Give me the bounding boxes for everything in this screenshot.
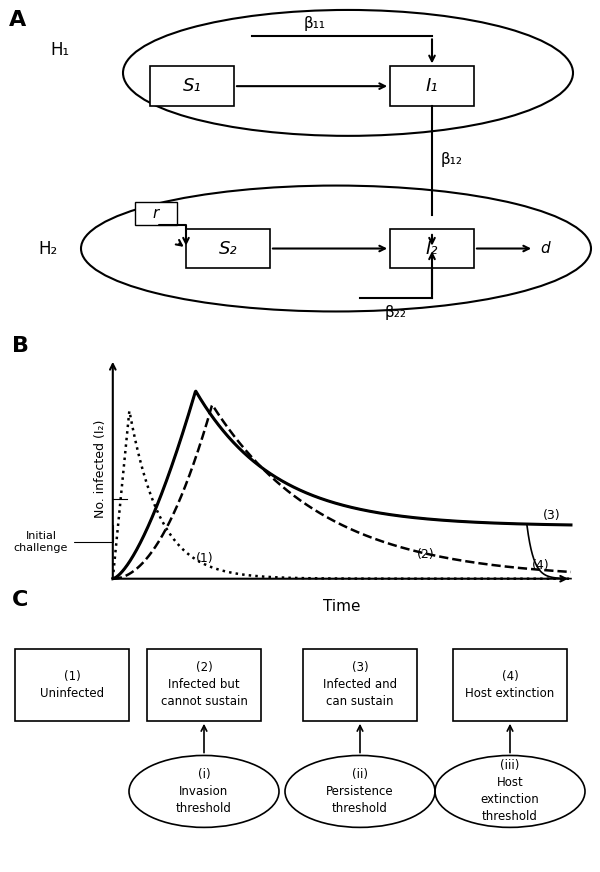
Text: (3)
Infected and
can sustain: (3) Infected and can sustain [323,662,397,708]
Text: (3): (3) [544,509,561,522]
Text: C: C [12,590,28,610]
Text: H₂: H₂ [38,240,58,257]
Text: S₁: S₁ [182,77,202,95]
Text: I₂: I₂ [426,240,438,257]
Text: (4)
Host extinction: (4) Host extinction [466,670,554,700]
Text: S₂: S₂ [218,240,238,257]
Text: β₂₂: β₂₂ [385,305,407,320]
Text: Initial
challenge: Initial challenge [14,525,113,553]
FancyBboxPatch shape [135,202,177,225]
Text: A: A [9,10,26,30]
Text: (1)
Uninfected: (1) Uninfected [40,670,104,700]
Text: Time: Time [323,599,361,614]
FancyBboxPatch shape [15,649,129,721]
FancyBboxPatch shape [186,228,270,269]
Text: H₁: H₁ [50,41,70,58]
Text: No. infected (I₂): No. infected (I₂) [94,419,107,518]
FancyBboxPatch shape [453,649,567,721]
FancyBboxPatch shape [147,649,261,721]
Text: (iii)
Host
extinction
threshold: (iii) Host extinction threshold [481,760,539,823]
Text: (2)
Infected but
cannot sustain: (2) Infected but cannot sustain [161,662,247,708]
Text: d: d [540,241,550,256]
Text: (1): (1) [196,553,213,565]
FancyBboxPatch shape [390,66,474,106]
Text: (2): (2) [416,548,434,562]
Text: β₁₁: β₁₁ [304,17,326,31]
Text: β₁₂: β₁₂ [441,152,463,167]
FancyBboxPatch shape [390,228,474,269]
Text: I₁: I₁ [426,77,438,95]
Text: (ii)
Persistence
threshold: (ii) Persistence threshold [326,768,394,815]
Text: (4): (4) [532,559,550,571]
Text: r: r [153,206,159,221]
FancyBboxPatch shape [150,66,234,106]
FancyBboxPatch shape [303,649,417,721]
Text: (i)
Invasion
threshold: (i) Invasion threshold [176,768,232,815]
Text: B: B [12,336,29,356]
